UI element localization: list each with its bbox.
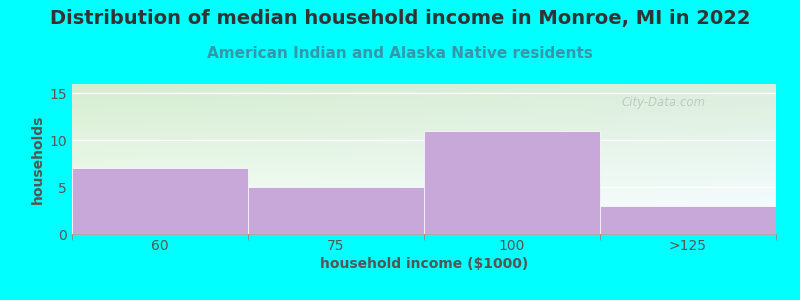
- Bar: [72, 168, 248, 234]
- Text: American Indian and Alaska Native residents: American Indian and Alaska Native reside…: [207, 46, 593, 62]
- Bar: [248, 187, 424, 234]
- Y-axis label: households: households: [31, 114, 46, 204]
- X-axis label: household income ($1000): household income ($1000): [320, 257, 528, 271]
- Bar: [424, 131, 600, 234]
- Bar: [600, 206, 776, 234]
- Text: City-Data.com: City-Data.com: [621, 96, 706, 109]
- Text: Distribution of median household income in Monroe, MI in 2022: Distribution of median household income …: [50, 9, 750, 28]
